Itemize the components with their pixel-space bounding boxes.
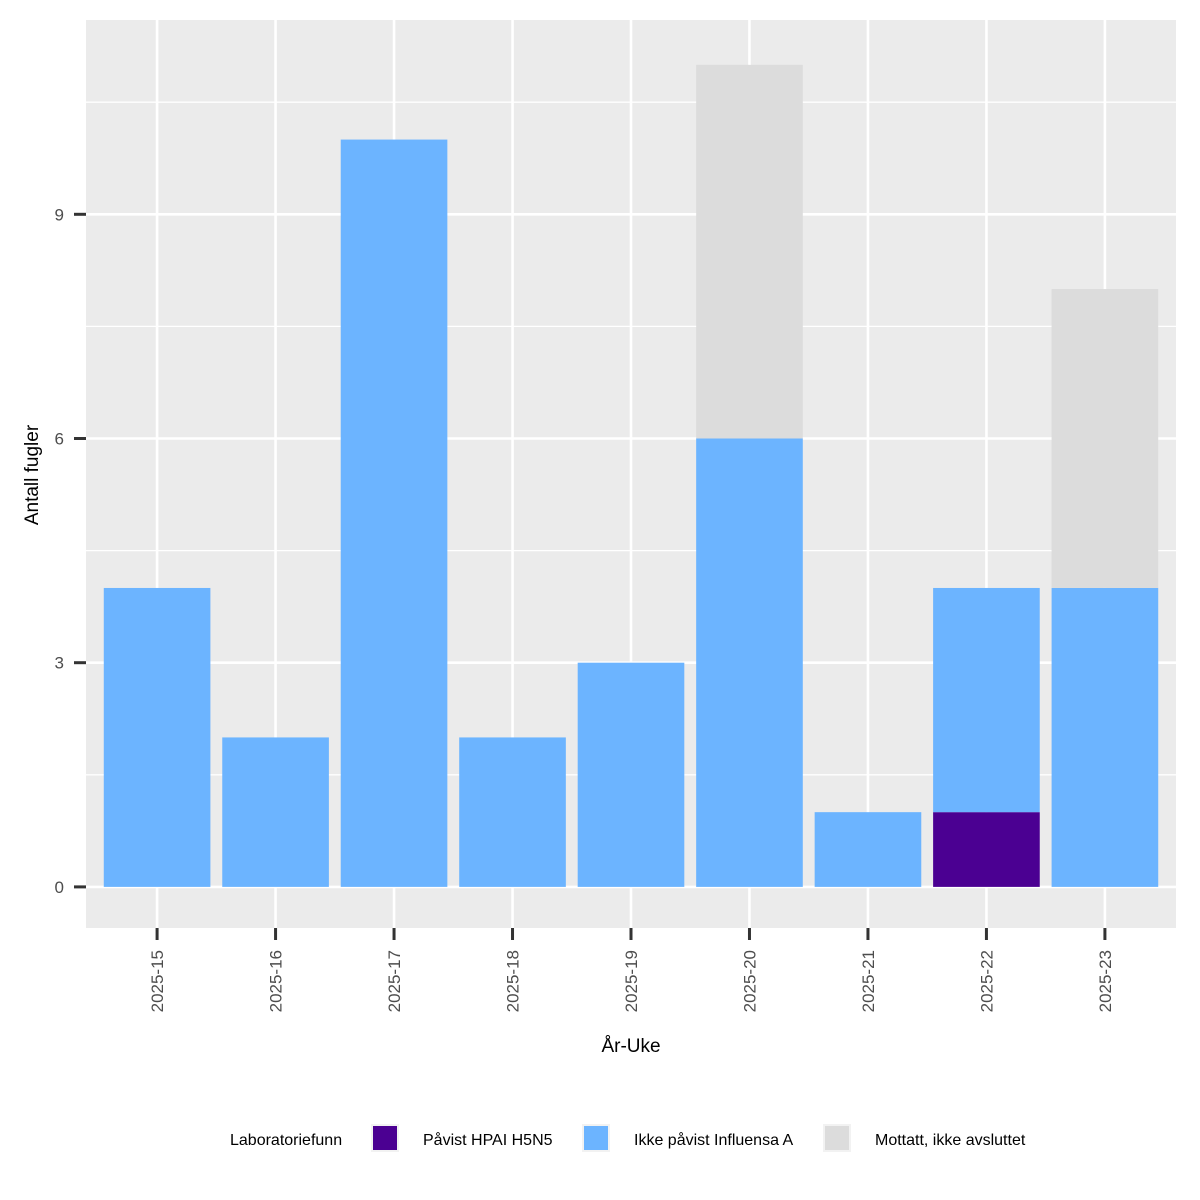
bars [103,64,1159,887]
bar-2025-22-ikke-p-vist-influensa-a [933,587,1040,813]
x-tick-label: 2025-22 [977,950,996,1012]
x-tick-label: 2025-23 [1096,950,1115,1012]
legend-key [825,1126,849,1150]
y-tick-label: 9 [55,205,64,224]
x-axis-title: År-Uke [601,1036,660,1057]
bar-2025-23-mottatt-ikke-avsluttet [1051,289,1159,588]
legend: Laboratoriefunn Påvist HPAI H5N5 Ikke påv… [230,1124,1026,1152]
x-axis: 2025-15 2025-16 2025-17 2025-18 2025-19 2025-… [148,928,1115,1012]
y-tick-label: 0 [55,878,64,897]
bar-2025-23-ikke-p-vist-influensa-a [1051,587,1159,887]
bar-2025-19-ikke-p-vist-influensa-a [577,662,685,887]
x-tick-label: 2025-21 [859,950,878,1012]
x-tick-label: 2025-19 [622,950,641,1012]
x-tick-label: 2025-16 [267,950,286,1012]
x-tick-label: 2025-20 [740,950,759,1012]
legend-title: Laboratoriefunn [230,1132,342,1149]
y-tick-label: 6 [55,430,64,449]
x-tick-label: 2025-17 [385,950,404,1012]
bar-2025-21-ikke-p-vist-influensa-a [814,812,922,887]
bar-2025-17-ikke-p-vist-influensa-a [340,139,448,887]
legend-key [373,1126,397,1150]
legend-key [584,1126,608,1150]
x-tick-label: 2025-18 [504,950,523,1012]
bar-2025-20-ikke-p-vist-influensa-a [696,438,803,887]
y-tick-label: 3 [55,654,64,673]
legend-label: Ikke påvist Influensa A [634,1131,794,1149]
x-tick-label: 2025-15 [148,950,167,1012]
bar-2025-18-ikke-p-vist-influensa-a [459,737,566,887]
y-axis-title: Antall fugler [22,424,43,525]
bar-2025-16-ikke-p-vist-influensa-a [222,737,329,887]
bar-2025-20-mottatt-ikke-avsluttet [696,64,803,439]
y-axis: 0 3 6 9 [55,205,86,897]
bar-2025-15-ikke-p-vist-influensa-a [103,587,211,887]
legend-label: Påvist HPAI H5N5 [423,1131,553,1149]
bar-2025-22-p-vist-hpai-h5n5 [933,812,1040,887]
legend-label: Mottatt, ikke avsluttet [875,1132,1026,1149]
